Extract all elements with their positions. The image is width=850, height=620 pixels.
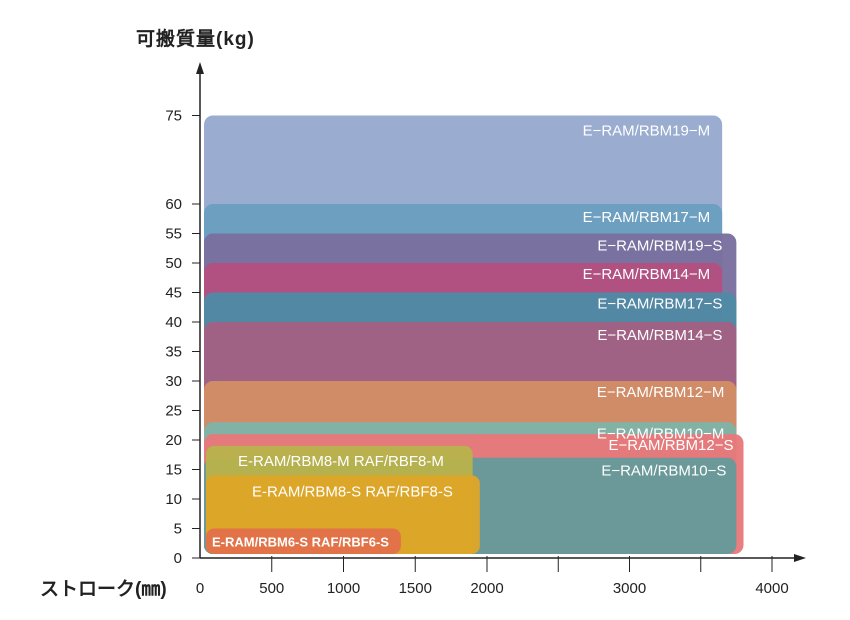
x-axis-label: ストローク(㎜) bbox=[40, 579, 167, 600]
y-tick-label-3: 15 bbox=[165, 462, 182, 479]
series-label-2: E−RAM/RBM19−S bbox=[597, 238, 722, 255]
y-tick-label-6: 30 bbox=[165, 373, 182, 390]
y-tick-label-8: 40 bbox=[165, 314, 182, 331]
x-tick-label-4: 2000 bbox=[470, 580, 503, 597]
series-area-12 bbox=[206, 528, 401, 554]
series-label-3: E−RAM/RBM14−M bbox=[583, 266, 711, 283]
series-label-12: E-RAM/RBM6-S RAF/RBF6-S bbox=[212, 535, 389, 550]
series-label-10: E-RAM/RBM8-M RAF/RBF8-M bbox=[238, 453, 444, 470]
x-tick-label-0: 0 bbox=[196, 580, 204, 597]
y-tick-label-1: 5 bbox=[174, 521, 182, 538]
series-label-5: E−RAM/RBM14−S bbox=[597, 327, 722, 344]
series-label-8: E−RAM/RBM12−S bbox=[608, 437, 733, 454]
y-tick-label-2: 10 bbox=[165, 491, 182, 508]
x-tick-label-6: 4000 bbox=[755, 580, 788, 597]
y-tick-label-7: 35 bbox=[165, 344, 182, 361]
y-tick-label-11: 55 bbox=[165, 226, 182, 243]
x-axis-arrow bbox=[794, 554, 806, 562]
series-label-1: E−RAM/RBM17−M bbox=[583, 209, 711, 226]
x-tick-label-5: 3000 bbox=[613, 580, 646, 597]
y-axis-label: 可搬質量(kg) bbox=[136, 29, 255, 50]
y-axis-arrow bbox=[196, 62, 204, 74]
y-tick-label-5: 25 bbox=[165, 403, 182, 420]
y-tick-label-0: 0 bbox=[174, 550, 182, 567]
x-tick-label-3: 1500 bbox=[399, 580, 432, 597]
y-tick-label-13: 75 bbox=[165, 108, 182, 125]
y-tick-label-9: 45 bbox=[165, 285, 182, 302]
y-tick-label-4: 20 bbox=[165, 432, 182, 449]
y-tick-label-12: 60 bbox=[165, 196, 182, 213]
series-label-7: E−RAM/RBM10−M bbox=[597, 425, 725, 442]
x-tick-label-1: 500 bbox=[259, 580, 284, 597]
series-label-4: E−RAM/RBM17−S bbox=[597, 296, 722, 313]
x-tick-label-2: 1000 bbox=[327, 580, 360, 597]
series-label-0: E−RAM/RBM19−M bbox=[583, 123, 711, 140]
series-label-9: E−RAM/RBM10−S bbox=[601, 463, 726, 480]
y-tick-label-10: 50 bbox=[165, 255, 182, 272]
series-label-6: E−RAM/RBM12−M bbox=[597, 384, 725, 401]
series-label-11: E-RAM/RBM8-S RAF/RBF8-S bbox=[252, 483, 453, 500]
